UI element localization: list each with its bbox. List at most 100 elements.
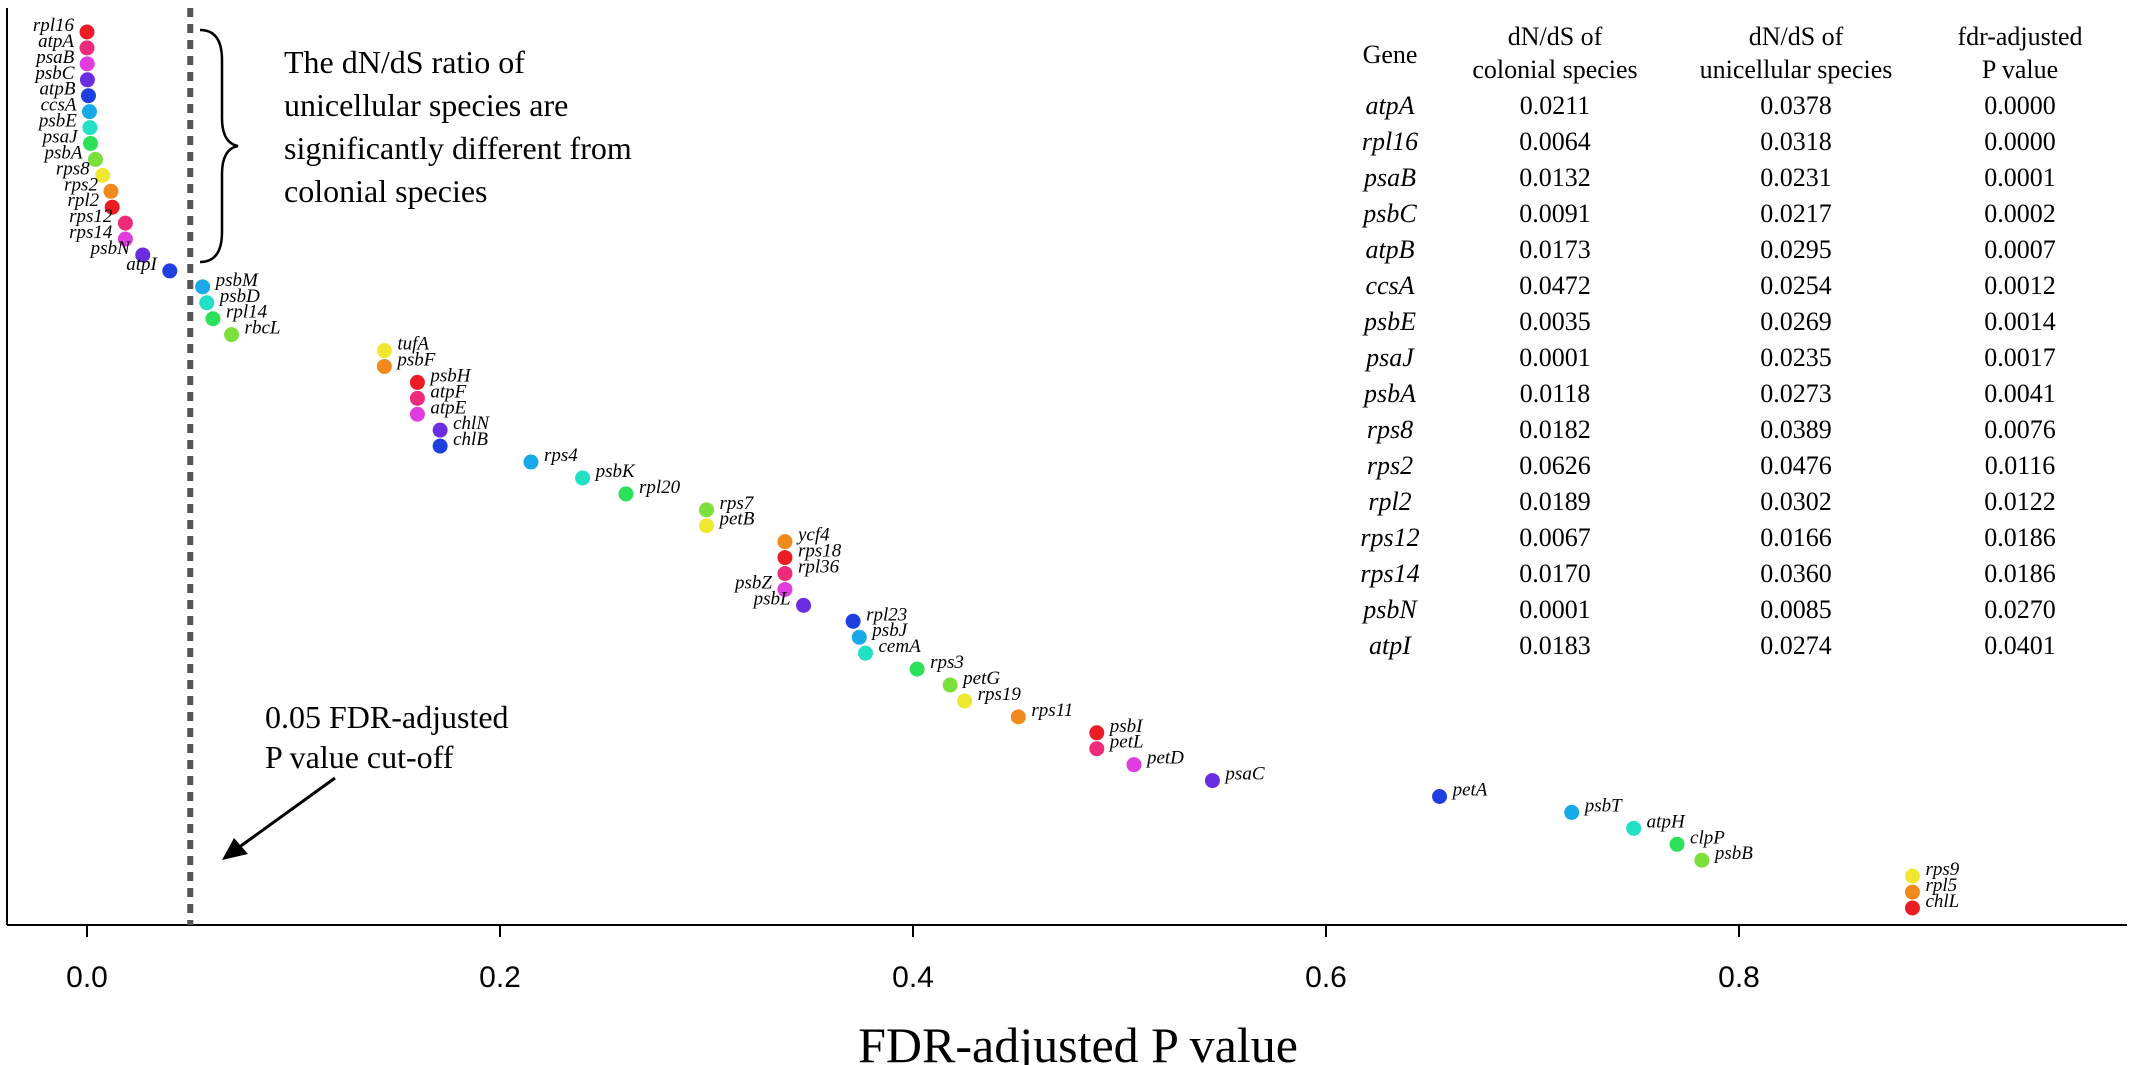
point-label-psbD: psbD <box>218 286 260 307</box>
cutoff-arrow-head <box>222 838 248 860</box>
point-label-psbK: psbK <box>594 461 636 482</box>
point-label-chlL: chlL <box>1925 891 1959 912</box>
point-label-atpF: atpF <box>430 381 466 402</box>
table-header-0: Gene <box>1363 40 1418 69</box>
point-label-chlB: chlB <box>453 429 488 450</box>
point-label-psbB: psbB <box>1713 843 1753 864</box>
point-rpl2 <box>104 199 120 215</box>
table-value-cell: 0.0626 <box>1519 451 1591 480</box>
table-value-cell: 0.0064 <box>1519 127 1591 156</box>
point-label-petD: petD <box>1145 748 1184 769</box>
point-label-rpl20: rpl20 <box>639 477 681 498</box>
plot-axes <box>6 8 2127 926</box>
point-label-atpB: atpB <box>40 79 76 100</box>
table-value-cell: 0.0116 <box>1985 451 2056 480</box>
table-value-cell: 0.0389 <box>1760 415 1832 444</box>
x-tick-label: 0.8 <box>1718 961 1760 994</box>
table-value-cell: 0.0122 <box>1984 487 2056 516</box>
table-value-cell: 0.0132 <box>1519 163 1591 192</box>
point-label-petB: petB <box>718 509 755 530</box>
significance-brace <box>199 28 239 264</box>
point-label-psbN: psbN <box>89 238 131 259</box>
table-header-3-line-1: P value <box>1982 55 2058 84</box>
point-label-petG: petG <box>961 668 1000 689</box>
point-label-tufA: tufA <box>397 334 429 355</box>
table-gene-cell: rps14 <box>1360 559 1419 588</box>
point-petG <box>942 677 958 693</box>
point-psbT <box>1564 804 1580 820</box>
table-value-cell: 0.0378 <box>1760 91 1832 120</box>
point-tufA <box>376 343 392 359</box>
point-label-cemA: cemA <box>879 636 922 657</box>
point-atpH <box>1626 820 1642 836</box>
point-atpE <box>409 406 425 422</box>
table-header-2-line-0: dN/dS of <box>1749 22 1844 51</box>
point-label-rps12: rps12 <box>69 206 113 227</box>
table-gene-cell: psaB <box>1362 163 1416 192</box>
point-rps3 <box>909 661 925 677</box>
point-petD <box>1126 757 1142 773</box>
table-value-cell: 0.0001 <box>1519 595 1591 624</box>
point-rps8 <box>95 167 111 183</box>
table-value-cell: 0.0001 <box>1519 343 1591 372</box>
table-value-cell: 0.0014 <box>1984 307 2056 336</box>
table-value-cell: 0.0189 <box>1519 487 1591 516</box>
point-rbcL <box>224 327 240 343</box>
point-rps19 <box>957 693 973 709</box>
x-axis-label: FDR-adjusted P value <box>858 1017 1298 1065</box>
table-value-cell: 0.0076 <box>1984 415 2056 444</box>
point-label-atpH: atpH <box>1647 811 1686 832</box>
table-value-cell: 0.0254 <box>1760 271 1832 300</box>
table-gene-cell: atpA <box>1365 91 1414 120</box>
table-value-cell: 0.0211 <box>1520 91 1591 120</box>
point-clpP <box>1669 836 1685 852</box>
table-gene-cell: psbN <box>1361 595 1418 624</box>
table-value-cell: 0.0269 <box>1760 307 1832 336</box>
table-value-cell: 0.0302 <box>1760 487 1832 516</box>
point-label-ccsA: ccsA <box>41 95 77 116</box>
table-value-cell: 0.0166 <box>1760 523 1832 552</box>
point-rpl36 <box>777 566 793 582</box>
x-tick-label: 0.6 <box>1305 961 1347 994</box>
annotation-line-4: colonial species <box>284 173 487 209</box>
point-rps7 <box>699 502 714 518</box>
table-value-cell: 0.0017 <box>1984 343 2056 372</box>
point-label-rpl23: rpl23 <box>866 604 907 625</box>
table-value-cell: 0.0085 <box>1760 595 1832 624</box>
point-psaC <box>1204 773 1220 789</box>
x-tick-label: 0.4 <box>892 961 934 994</box>
point-label-psbM: psbM <box>214 270 259 291</box>
table-gene-cell: rpl16 <box>1362 127 1418 156</box>
table-gene-cell: psbC <box>1361 199 1417 228</box>
point-label-rps4: rps4 <box>544 445 578 466</box>
table-gene-cell: ccsA <box>1365 271 1414 300</box>
point-label-rps7: rps7 <box>720 493 755 514</box>
cutoff-label-line1: 0.05 FDR-adjusted <box>265 699 509 735</box>
point-label-rps2: rps2 <box>64 174 98 195</box>
point-psbH <box>409 374 425 390</box>
table-gene-cell: psaJ <box>1364 343 1415 372</box>
point-label-psbT: psbT <box>1583 795 1623 816</box>
data-points: rpl16atpApsaBpsbCatpBccsApsbEpsaJpsbArps… <box>33 15 1960 916</box>
point-ccsA <box>81 104 97 120</box>
cutoff-arrow-shaft <box>237 776 336 850</box>
point-label-psbC: psbC <box>33 63 74 84</box>
point-psbA <box>87 151 103 167</box>
table-value-cell: 0.0007 <box>1984 235 2056 264</box>
table-value-cell: 0.0318 <box>1760 127 1832 156</box>
table-gene-cell: rps2 <box>1367 451 1413 480</box>
point-chlB <box>432 438 448 454</box>
point-psbC <box>79 72 95 88</box>
table-gene-cell: rpl2 <box>1368 487 1411 516</box>
table-value-cell: 0.0186 <box>1984 559 2056 588</box>
point-label-psbH: psbH <box>428 365 471 386</box>
table-value-cell: 0.0041 <box>1984 379 2056 408</box>
gene-table: Gene dN/dS of colonial species dN/dS of unic… <box>1360 22 2082 660</box>
cutoff-annotation: 0.05 FDR-adjusted P value cut-off <box>222 699 509 860</box>
point-label-rpl14: rpl14 <box>226 302 268 323</box>
point-psbM <box>195 279 211 295</box>
table-value-cell: 0.0476 <box>1760 451 1832 480</box>
annotation-line-2: unicellular species are <box>284 87 568 123</box>
point-label-petA: petA <box>1451 780 1488 801</box>
point-rps9 <box>1904 868 1920 884</box>
